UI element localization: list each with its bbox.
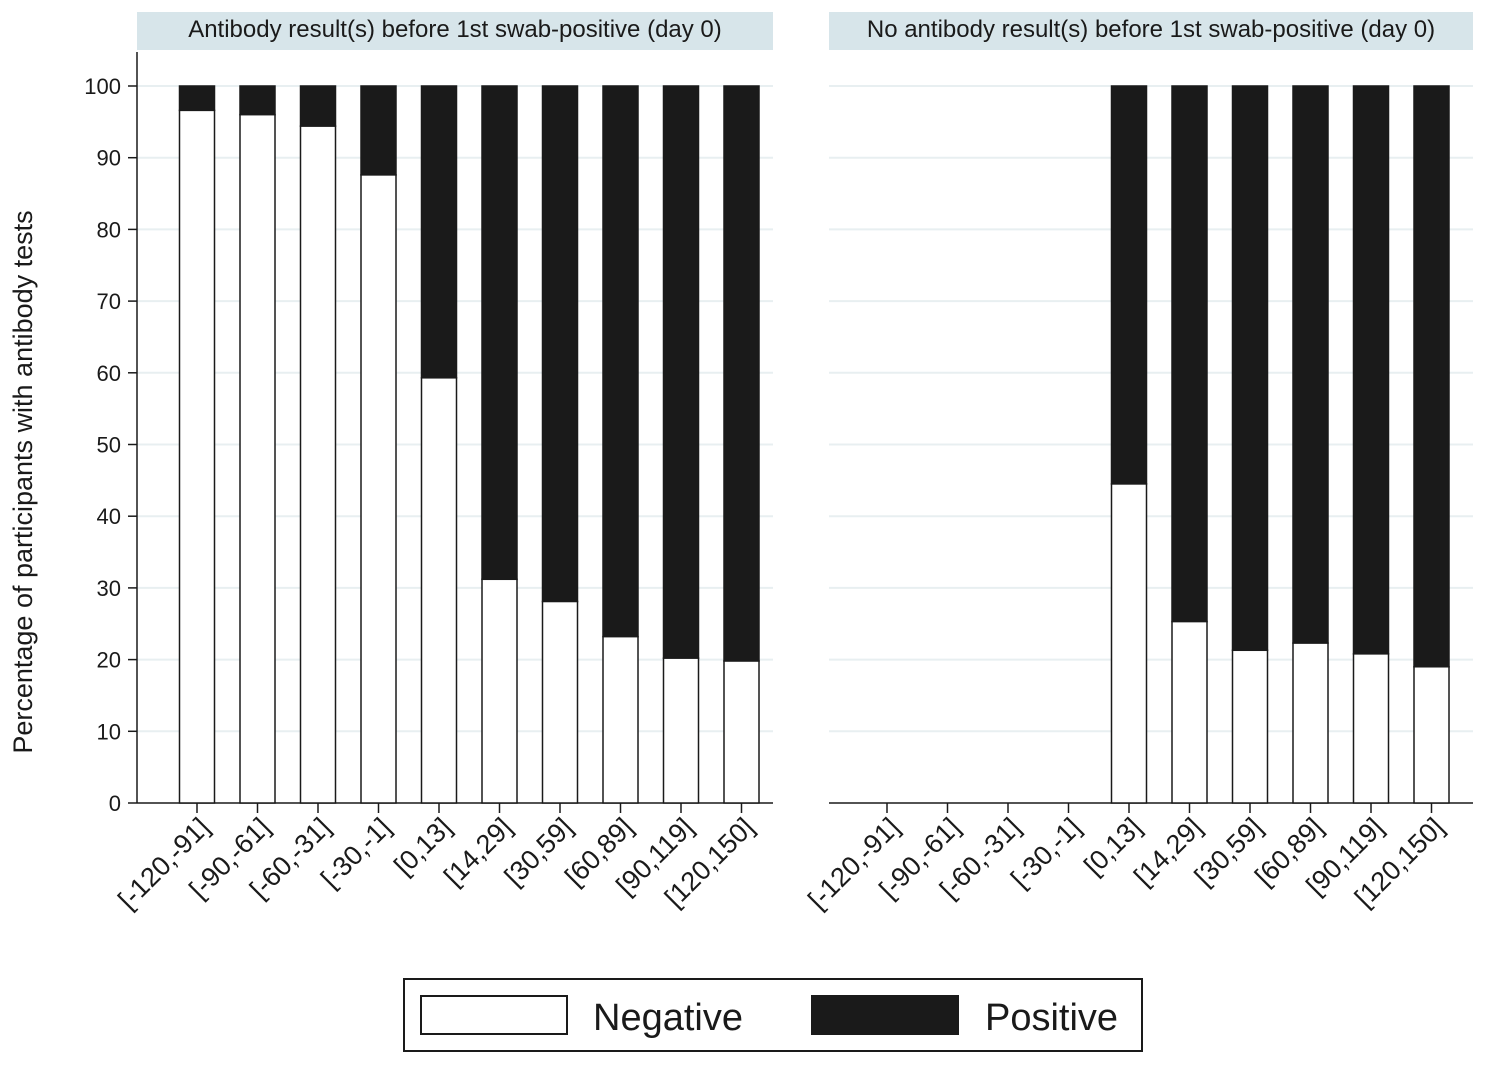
bar-positive <box>299 85 337 127</box>
legend-label-positive: Positive <box>985 997 1118 1039</box>
bar-negative <box>360 174 397 804</box>
bar-positive <box>1352 85 1390 655</box>
bar-negative <box>662 657 700 804</box>
y-tick-label: 40 <box>97 504 121 529</box>
bar-positive <box>1413 85 1450 668</box>
bar-negative <box>1352 653 1390 804</box>
legend-swatch-negative <box>420 995 568 1035</box>
y-tick-label: 70 <box>97 289 121 314</box>
bar-negative <box>723 660 760 804</box>
bar-negative <box>1171 620 1208 804</box>
bar-negative <box>1292 642 1329 804</box>
bar-negative <box>1110 483 1148 804</box>
bar-positive <box>723 85 760 662</box>
bar-positive <box>602 85 639 638</box>
bar-positive <box>662 85 700 659</box>
bar-positive <box>1110 85 1148 485</box>
legend-swatch-positive <box>811 995 959 1035</box>
x-tick-label: [-30,-1] <box>315 812 397 894</box>
y-tick-label: 80 <box>97 217 121 242</box>
y-tick-label: 90 <box>97 146 121 171</box>
panel-title-2: No antibody result(s) before 1st swab-po… <box>867 16 1435 43</box>
bar-negative <box>420 377 458 804</box>
x-tick-label: [30,59] <box>1189 812 1269 892</box>
bar-negative <box>178 109 216 804</box>
y-axis-label: Percentage of participants with antibody… <box>8 210 38 753</box>
x-tick-label: [14,29] <box>438 812 518 892</box>
bar-negative <box>239 113 276 804</box>
legend-label-negative: Negative <box>593 997 743 1039</box>
y-tick-label: 60 <box>97 361 121 386</box>
bar-positive <box>1292 85 1329 644</box>
bar-positive <box>420 85 458 379</box>
x-tick-label: [30,59] <box>499 812 579 892</box>
y-tick-label: 20 <box>97 648 121 673</box>
bar-negative <box>299 125 337 804</box>
bar-negative <box>541 600 579 804</box>
y-tick-label: 50 <box>97 433 121 458</box>
bar-negative <box>1413 666 1450 804</box>
x-tick-label: [14,29] <box>1128 812 1208 892</box>
x-tick-label: [-30,-1] <box>1005 812 1087 894</box>
panel-header-1 <box>137 12 773 50</box>
y-tick-label: 0 <box>109 791 121 816</box>
y-tick-label: 30 <box>97 576 121 601</box>
bar-negative <box>602 635 639 804</box>
bar-negative <box>1231 649 1269 804</box>
bar-positive <box>239 85 276 116</box>
bar-positive <box>481 85 518 581</box>
y-tick-label: 100 <box>84 74 121 99</box>
bar-positive <box>178 85 216 112</box>
bar-positive <box>1171 85 1208 623</box>
panel-header-2 <box>829 12 1473 50</box>
panel-title-1: Antibody result(s) before 1st swab-posit… <box>188 16 722 43</box>
bar-positive <box>541 85 579 603</box>
y-tick-label: 10 <box>97 719 121 744</box>
bar-negative <box>481 578 518 804</box>
bar-positive <box>1231 85 1269 652</box>
bar-positive <box>360 85 397 176</box>
